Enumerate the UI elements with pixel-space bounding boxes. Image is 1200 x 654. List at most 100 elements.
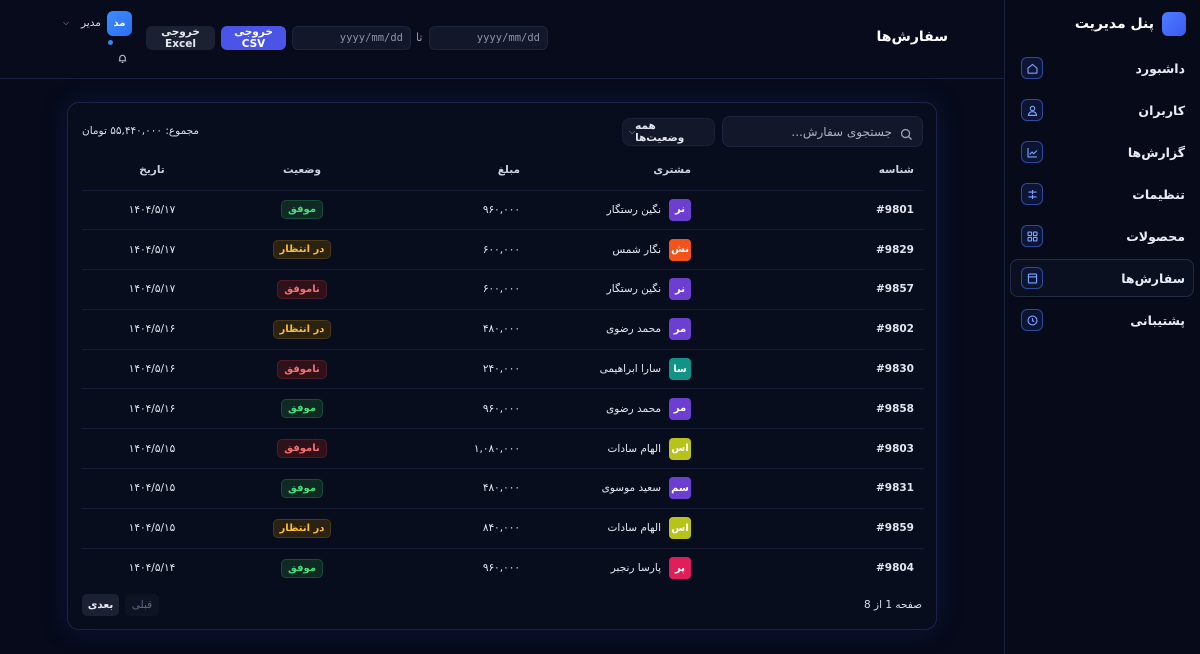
sidebar-item-label: تنظیمات — [1132, 186, 1185, 202]
search-icon — [900, 126, 913, 141]
table-row[interactable]: ۱۴۰۴/۵/۱۷ موفق ۹۶۰,۰۰۰ نر نگین رستگار #9801 — [82, 189, 924, 230]
customer: نر نگین رستگار — [607, 198, 691, 221]
previous-page-button[interactable]: قبلی — [125, 594, 159, 616]
customer-name: محمد رضوی — [606, 323, 661, 336]
order-amount: ۴۸۰,۰۰۰ — [382, 468, 522, 509]
column-header-customer[interactable]: مشتری — [653, 163, 691, 176]
customer-name: پارسا رنجبر — [610, 562, 661, 575]
table-row[interactable]: ۱۴۰۴/۵/۱۴ موفق ۹۶۰,۰۰۰ پر پارسا رنجبر #9804 — [82, 547, 924, 588]
table-row[interactable]: ۱۴۰۴/۵/۱۷ در انتظار ۶۰۰,۰۰۰ نش نگار شمس #9829 — [82, 229, 924, 270]
status-badge: ناموفق — [277, 279, 327, 299]
customer: سم سعید موسوی — [602, 477, 691, 500]
order-amount: ۶۰۰,۰۰۰ — [382, 269, 522, 310]
sidebar-item-reports[interactable]: گزارش‌ها — [1010, 133, 1194, 171]
order-date: ۱۴۰۴/۵/۱۷ — [82, 269, 222, 310]
status-badge: در انتظار — [272, 240, 332, 260]
brand-logo — [1162, 12, 1186, 36]
status-cell: در انتظار — [222, 229, 382, 270]
export-excel-button[interactable]: خروجی Excel — [146, 26, 215, 50]
customer: نر نگین رستگار — [606, 278, 691, 301]
table-row[interactable]: ۱۴۰۴/۵/۱۶ موفق ۹۶۰,۰۰۰ مر محمد رضوی #9858 — [82, 388, 924, 429]
order-date: ۱۴۰۴/۵/۱۶ — [82, 348, 222, 389]
order-id[interactable]: #9829 — [792, 229, 924, 270]
customer-cell: پر پارسا رنجبر — [522, 547, 792, 588]
status-cell: موفق — [222, 189, 382, 230]
order-id[interactable]: #9801 — [792, 189, 924, 230]
order-date: ۱۴۰۴/۵/۱۶ — [82, 308, 222, 350]
customer-avatar: سم — [669, 477, 691, 500]
customer-avatar: سا — [669, 358, 691, 381]
order-id[interactable]: #9857 — [792, 269, 924, 310]
order-id[interactable]: #9858 — [792, 388, 924, 429]
date-range-separator: تا — [416, 31, 423, 44]
customer-cell: مر محمد رضوی — [522, 308, 792, 350]
column-header-amount[interactable]: مبلغ — [497, 163, 520, 176]
sidebar-item-label: کاربران — [1138, 102, 1185, 118]
status-badge: موفق — [280, 399, 324, 419]
customer-name: نگین رستگار — [606, 283, 661, 296]
chevron-down-icon: ⌵ — [629, 127, 636, 136]
order-id[interactable]: #9804 — [792, 547, 924, 588]
order-amount: ۶۰۰,۰۰۰ — [382, 229, 522, 270]
customer-cell: اس الهام سادات — [522, 507, 792, 549]
next-page-button[interactable]: بعدی — [82, 594, 119, 616]
sidebar-item-users[interactable]: کاربران — [1010, 91, 1194, 129]
order-id[interactable]: #9802 — [792, 308, 924, 350]
status-cell: در انتظار — [222, 507, 382, 549]
sidebar-item-dashboard[interactable]: داشبورد — [1010, 49, 1194, 87]
sidebar-item-label: سفارش‌ها — [1121, 270, 1185, 286]
status-cell: در انتظار — [222, 308, 382, 350]
customer-name: نگار شمس — [612, 243, 661, 256]
customer-avatar: پر — [669, 557, 691, 580]
table-row[interactable]: ۱۴۰۴/۵/۱۵ ناموفق ۱,۰۸۰,۰۰۰ اس الهام سادات #98… — [82, 428, 924, 469]
customer: نش نگار شمس — [612, 238, 691, 261]
sidebar-item-label: محصولات — [1126, 228, 1185, 244]
date-to-input[interactable] — [292, 26, 411, 50]
order-id[interactable]: #9859 — [792, 507, 924, 549]
column-header-date[interactable]: تاریخ — [139, 163, 165, 176]
column-header-status[interactable]: وضعیت — [282, 163, 321, 176]
sidebar-item-orders[interactable]: سفارش‌ها — [1010, 259, 1194, 297]
orders-total: مجموع: ۵۵,۴۴۰,۰۰۰ تومان — [82, 125, 200, 137]
sidebar-nav: داشبورد کاربران گزارش‌ها تنظیمات محصولات — [1010, 49, 1194, 343]
search-input[interactable] — [723, 117, 922, 146]
sidebar-item-label: گزارش‌ها — [1127, 144, 1185, 160]
table-row[interactable]: ۱۴۰۴/۵/۱۶ در انتظار ۴۸۰,۰۰۰ مر محمد رضوی #980… — [82, 308, 924, 350]
sidebar-item-support[interactable]: پشتیبانی — [1010, 301, 1194, 339]
customer-cell: نر نگین رستگار — [522, 269, 792, 310]
status-badge: در انتظار — [272, 319, 332, 339]
order-id[interactable]: #9831 — [792, 468, 924, 509]
user-name[interactable]: مدیر — [81, 17, 101, 29]
column-header-id[interactable]: شناسه — [878, 163, 914, 176]
customer-cell: نر نگین رستگار — [522, 189, 792, 230]
status-cell: موفق — [222, 388, 382, 429]
status-badge: ناموفق — [277, 439, 327, 459]
table-row[interactable]: ۱۴۰۴/۵/۱۵ موفق ۴۸۰,۰۰۰ سم سعید موسوی #9831 — [82, 468, 924, 509]
orders-table-body: ۱۴۰۴/۵/۱۷ موفق ۹۶۰,۰۰۰ نر نگین رستگار #9801 ۱۴… — [82, 189, 924, 588]
customer: اس الهام سادات — [608, 437, 691, 460]
order-date: ۱۴۰۴/۵/۱۵ — [82, 507, 222, 549]
topbar: سفارش‌ها تا خروجی CSV خروجی Excel مد مدی… — [0, 0, 1004, 79]
sliders-icon — [1021, 183, 1043, 205]
chevron-down-icon[interactable]: ⌵ — [63, 18, 70, 27]
order-id[interactable]: #9803 — [792, 428, 924, 469]
status-cell: ناموفق — [222, 269, 382, 310]
online-status-dot — [108, 40, 113, 45]
sidebar-item-products[interactable]: محصولات — [1010, 217, 1194, 255]
export-csv-button[interactable]: خروجی CSV — [221, 26, 286, 50]
customer-avatar: اس — [669, 437, 691, 460]
status-filter-select[interactable]: ⌵ همه وضعیت‌ها — [622, 118, 715, 146]
table-row[interactable]: ۱۴۰۴/۵/۱۶ ناموفق ۲۴۰,۰۰۰ سا سارا ابراهیمی #98… — [82, 348, 924, 389]
sidebar-item-settings[interactable]: تنظیمات — [1010, 175, 1194, 213]
order-amount: ۱,۰۸۰,۰۰۰ — [382, 428, 522, 469]
bell-icon[interactable] — [117, 49, 128, 63]
user-icon — [1021, 99, 1043, 121]
customer: مر محمد رضوی — [606, 397, 691, 420]
date-from-input[interactable] — [429, 26, 548, 50]
orders-table: تاریخ وضعیت مبلغ مشتری شناسه ۱۴۰۴/۵/۱۷ مو… — [82, 150, 924, 588]
order-id[interactable]: #9830 — [792, 348, 924, 389]
table-row[interactable]: ۱۴۰۴/۵/۱۵ در انتظار ۸۴۰,۰۰۰ اس الهام سادات #9… — [82, 507, 924, 549]
status-badge: در انتظار — [272, 518, 332, 538]
table-row[interactable]: ۱۴۰۴/۵/۱۷ ناموفق ۶۰۰,۰۰۰ نر نگین رستگار #9857 — [82, 269, 924, 310]
avatar[interactable]: مد — [107, 11, 132, 36]
